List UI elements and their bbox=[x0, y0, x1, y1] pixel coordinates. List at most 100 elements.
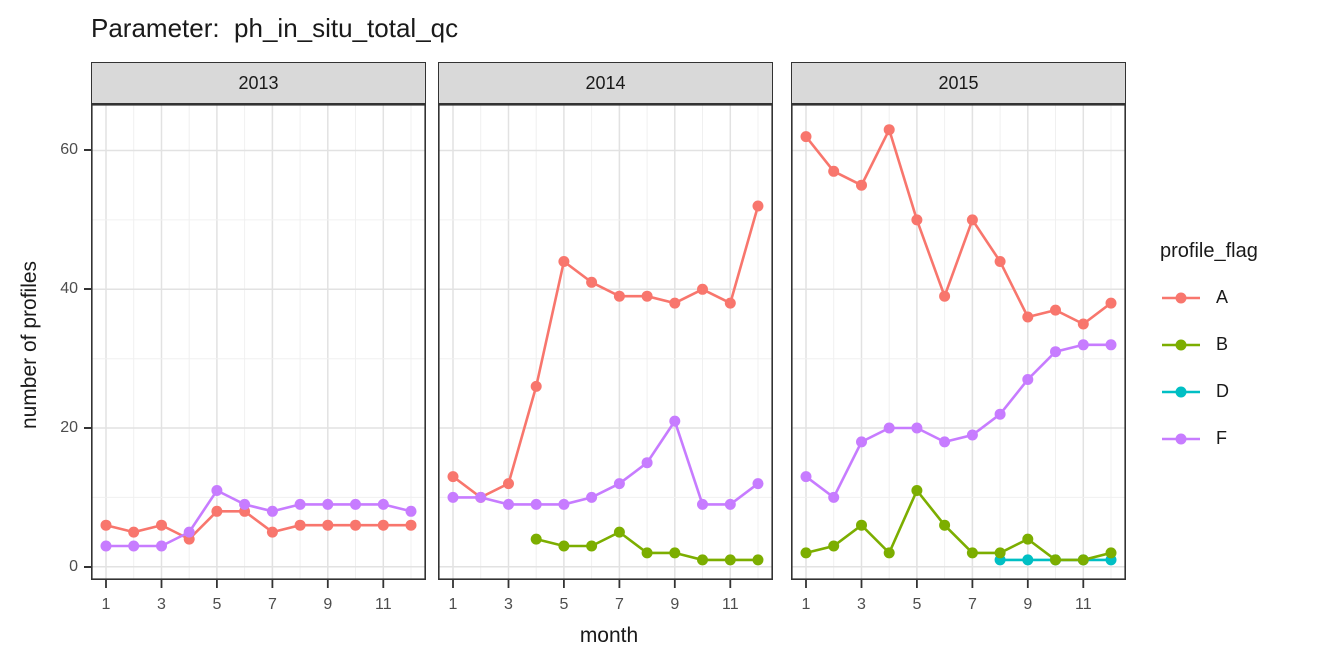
point-A-m7 bbox=[966, 214, 978, 226]
legend-key-F bbox=[1162, 433, 1200, 444]
point-F-m11 bbox=[377, 498, 389, 510]
point-A-m11 bbox=[1077, 318, 1089, 330]
point-A-m11 bbox=[724, 297, 736, 309]
point-A-m11 bbox=[377, 519, 389, 531]
point-F-m7 bbox=[613, 478, 625, 490]
x-tick-label: 9 bbox=[670, 596, 679, 613]
point-B-m9 bbox=[669, 547, 681, 559]
point-F-m8 bbox=[994, 408, 1006, 420]
point-B-m10 bbox=[1050, 554, 1061, 566]
point-A-m6 bbox=[939, 290, 951, 302]
point-B-m3 bbox=[856, 519, 867, 531]
point-A-m1 bbox=[800, 131, 812, 143]
y-tick-mark bbox=[84, 149, 91, 152]
legend-entry-A: A bbox=[1160, 274, 1340, 321]
x-tick-label: 11 bbox=[1075, 596, 1092, 613]
point-F-m9 bbox=[1022, 374, 1034, 385]
point-A-m7 bbox=[613, 290, 625, 302]
point-A-m4 bbox=[883, 124, 895, 136]
legend-key-D bbox=[1162, 386, 1200, 397]
point-F-m2 bbox=[128, 540, 140, 552]
point-A-m10 bbox=[350, 519, 361, 531]
point-A-m9 bbox=[322, 519, 334, 531]
point-B-m2 bbox=[828, 540, 840, 552]
point-F-m5 bbox=[911, 422, 923, 434]
y-tick-label: 60 bbox=[60, 141, 78, 159]
point-F-m3 bbox=[156, 540, 167, 552]
point-B-m11 bbox=[724, 554, 736, 566]
y-tick-label: 0 bbox=[69, 557, 78, 575]
point-F-m6 bbox=[586, 491, 598, 503]
facet-plot-2013: 1 3 5 7 9 11 bbox=[91, 104, 426, 613]
point-A-m2 bbox=[128, 526, 140, 538]
legend-label-D: D bbox=[1216, 381, 1229, 401]
point-A-m3 bbox=[503, 478, 514, 490]
point-B-m12 bbox=[752, 554, 764, 566]
point-A-m8 bbox=[641, 290, 653, 302]
point-D-m9 bbox=[1022, 554, 1034, 566]
legend-key-B bbox=[1162, 339, 1200, 350]
point-F-m8 bbox=[294, 498, 306, 510]
x-tick-label: 1 bbox=[449, 596, 458, 613]
point-A-m12 bbox=[1105, 297, 1117, 309]
point-B-m5 bbox=[911, 485, 923, 496]
x-tick-label: 9 bbox=[1023, 596, 1032, 613]
legend-title: profile_flag bbox=[1160, 240, 1258, 262]
x-tick-label: 3 bbox=[504, 596, 513, 613]
x-tick-label: 11 bbox=[722, 596, 739, 613]
point-A-m1 bbox=[100, 519, 112, 531]
point-A-m12 bbox=[752, 200, 764, 212]
point-F-m8 bbox=[641, 457, 653, 469]
point-F-m6 bbox=[939, 436, 951, 448]
point-F-m10 bbox=[1050, 346, 1061, 358]
point-F-m7 bbox=[966, 429, 978, 441]
x-tick-label: 5 bbox=[212, 596, 221, 613]
point-A-m5 bbox=[911, 214, 923, 226]
x-tick-label: 1 bbox=[102, 596, 111, 613]
point-F-m6 bbox=[239, 498, 251, 510]
point-A-m7 bbox=[266, 526, 278, 538]
point-B-m4 bbox=[883, 547, 895, 559]
point-A-m8 bbox=[294, 519, 306, 531]
facet-strip-2015: 2015 bbox=[791, 62, 1126, 104]
point-A-m5 bbox=[211, 505, 223, 517]
legend: profile_flag A B D F bbox=[1160, 238, 1340, 462]
legend-entry-B: B bbox=[1160, 321, 1340, 368]
y-tick-mark bbox=[84, 288, 91, 291]
y-tick-mark bbox=[84, 427, 91, 430]
point-F-m10 bbox=[350, 498, 361, 510]
point-A-m10 bbox=[697, 283, 708, 295]
facet-plot-2015: 1 3 5 7 9 11 bbox=[791, 104, 1126, 613]
point-A-m8 bbox=[994, 256, 1006, 267]
point-B-m8 bbox=[641, 547, 653, 559]
x-tick-label: 5 bbox=[559, 596, 568, 613]
point-F-m1 bbox=[800, 471, 812, 483]
x-tick-label: 9 bbox=[323, 596, 332, 613]
point-F-m12 bbox=[405, 505, 417, 517]
legend-entry-D: D bbox=[1160, 368, 1340, 415]
x-tick-label: 5 bbox=[912, 596, 921, 613]
facet-strip-2013: 2013 bbox=[91, 62, 426, 104]
point-F-m1 bbox=[100, 540, 112, 552]
legend-key-A bbox=[1162, 292, 1200, 303]
point-A-m3 bbox=[856, 179, 867, 191]
point-F-m3 bbox=[856, 436, 867, 448]
point-F-m4 bbox=[883, 422, 895, 434]
point-A-m9 bbox=[1022, 311, 1034, 323]
point-F-m5 bbox=[558, 498, 570, 510]
legend-label-A: A bbox=[1216, 287, 1229, 307]
point-B-m5 bbox=[558, 540, 570, 552]
point-A-m3 bbox=[156, 519, 167, 531]
facet-plot-2014: 1 3 5 7 9 11 bbox=[438, 104, 773, 613]
y-tick-label: 40 bbox=[60, 280, 78, 298]
x-tick-label: 1 bbox=[802, 596, 811, 613]
point-B-m7 bbox=[966, 547, 978, 559]
point-F-m4 bbox=[530, 498, 542, 510]
y-tick-label: 20 bbox=[60, 419, 78, 437]
point-F-m1 bbox=[447, 491, 459, 503]
point-F-m12 bbox=[752, 478, 764, 490]
x-tick-label: 7 bbox=[615, 596, 624, 613]
point-F-m11 bbox=[724, 498, 736, 510]
point-A-m12 bbox=[405, 519, 417, 531]
